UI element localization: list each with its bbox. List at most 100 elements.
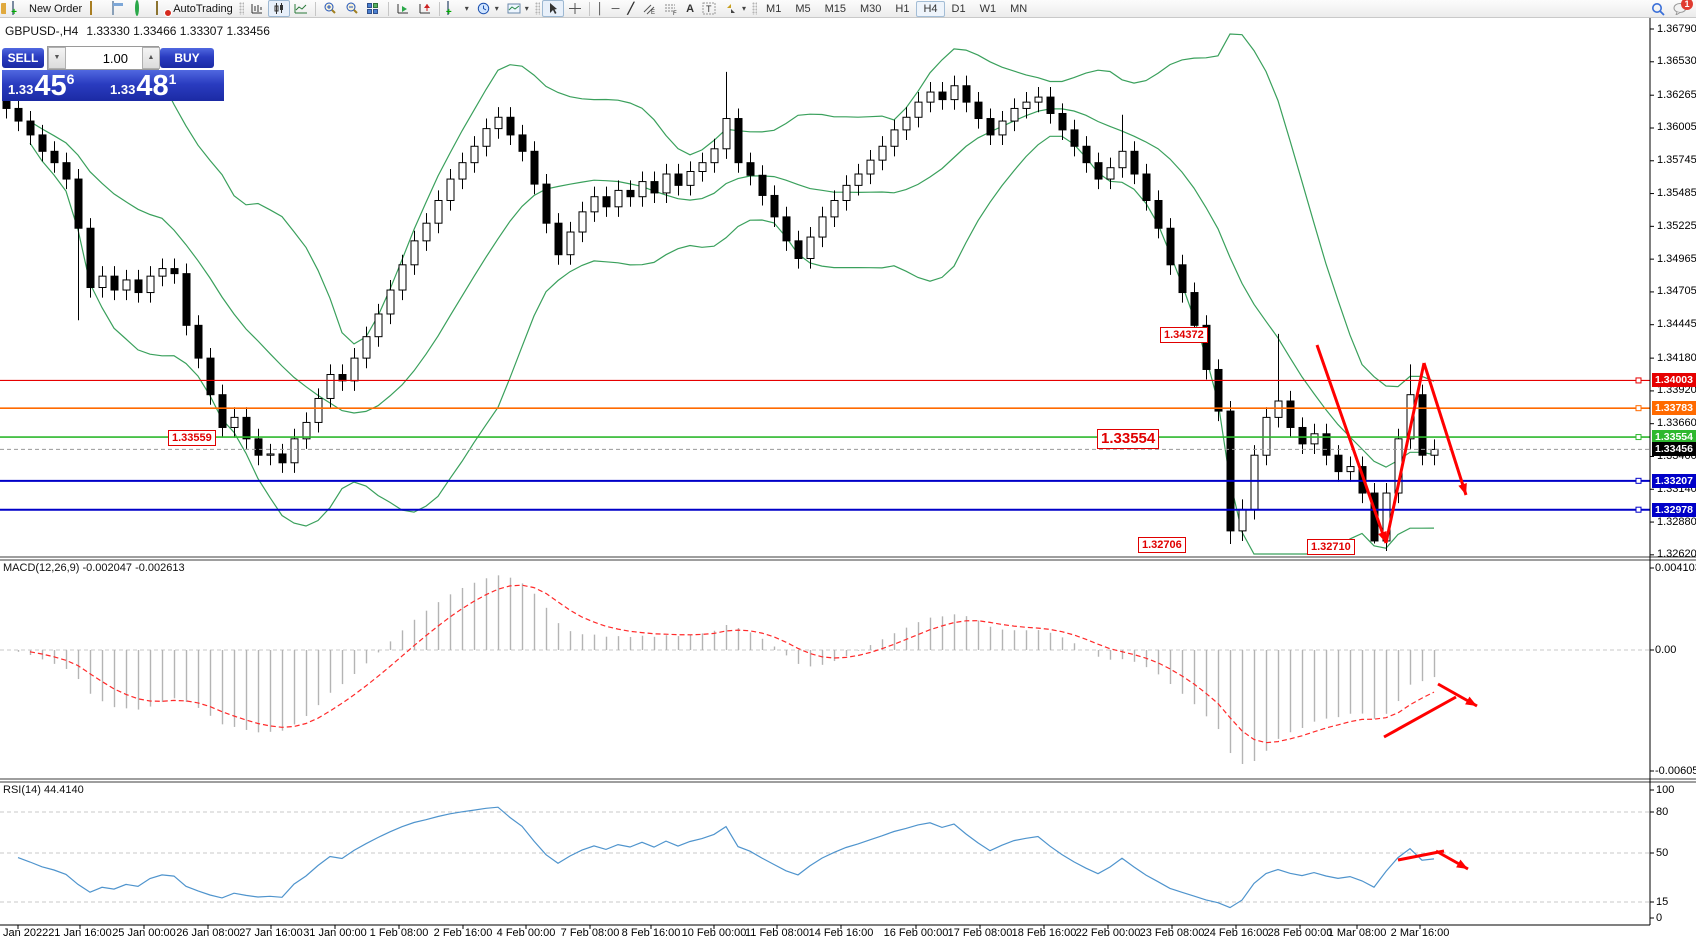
bar-chart-button[interactable] [246,0,268,17]
rsi-tick-label: 80 [1656,805,1669,818]
tile-windows-button[interactable] [363,0,385,17]
macd-label: MACD(12,26,9) -0.002047 -0.002613 [3,562,185,574]
price-tick-label: 1.35485 [1657,187,1696,200]
macd-tick-label: -0.006056 [1655,764,1696,777]
chevron-down-icon: ▾ [464,4,469,13]
buy-button[interactable]: BUY [160,48,214,68]
new-chart-dropdown[interactable]: ▾ [443,0,473,17]
timeframe-button-H1[interactable]: H1 [895,2,910,15]
strategy-tester-button[interactable] [108,0,130,17]
zoom-in-icon [323,2,337,15]
vertical-line-button[interactable]: │ [593,0,608,17]
horizontal-line-icon: ─ [611,2,620,15]
line-chart-button[interactable] [290,0,312,17]
time-axis-label: 7 Feb 08:00 [560,927,620,938]
auto-scroll-icon [396,2,410,15]
time-axis-label: 1 Mar 08:00 [1327,927,1387,938]
text-button[interactable]: A [682,0,698,17]
time-axis-label: 21 Jan 16:00 [48,927,112,938]
new-order-icon [12,1,14,15]
time-axis-label: 4 Feb 00:00 [496,927,556,938]
price-tick-label: 1.32620 [1657,548,1696,561]
zoom-out-button[interactable] [341,0,363,17]
timeframe-button-D1[interactable]: D1 [951,2,966,15]
time-axis-label: 28 Feb 00:00 [1267,927,1333,938]
timeframe-button-M30[interactable]: M30 [860,2,882,15]
notifications-button[interactable]: 1 [1669,0,1693,17]
timeframe-button-M5[interactable]: M5 [795,2,811,15]
chat-icon: 1 [1673,0,1693,17]
autotrading-button[interactable]: AutoTrading [152,0,237,17]
price-callout-label[interactable]: 1.32710 [1307,539,1355,555]
hline-price-flag[interactable]: 1.33783 [1652,401,1696,416]
cursor-icon [546,2,560,15]
one-click-trading-panel: SELL ▼ ▲ BUY 1.33 45 6 1.33 48 1 [2,44,224,101]
timeframe-button-W1[interactable]: W1 [979,2,997,15]
volume-decrease-button[interactable]: ▼ [48,47,66,69]
trendline-button[interactable]: ╱ [623,0,638,17]
timeframe-button-MN[interactable]: MN [1010,2,1028,15]
equidistant-channel-button[interactable]: E [638,0,660,17]
metaeditor-button[interactable] [86,0,108,17]
zoom-in-button[interactable] [319,0,341,17]
volume-increase-button[interactable]: ▲ [142,47,160,69]
price-callout-label[interactable]: 1.32706 [1138,537,1186,553]
new-order-button[interactable]: New Order [8,0,86,17]
toolbar: New Order AutoTrading ▾ [0,0,1696,18]
toolbar-grip[interactable] [534,2,540,15]
hline-price-flag[interactable]: 1.33554 [1652,430,1696,445]
timeframe-button-H4[interactable]: H4 [916,0,945,17]
notification-badge: 1 [1681,0,1693,10]
candlestick-chart-button[interactable] [267,0,290,17]
periods-dropdown[interactable]: ▾ [473,0,503,17]
time-axis-label: 2 Mar 16:00 [1390,927,1450,938]
clipped-icon [1,3,6,14]
strategy-tester-icon [112,1,115,15]
price-callout-label[interactable]: 1.33554 [1097,429,1160,449]
metaeditor-icon [90,1,93,15]
fibonacci-button[interactable]: F [660,0,682,17]
timeframe-button-M15[interactable]: M15 [824,2,846,15]
text-icon: A [686,2,695,15]
time-axis-label: 2 Feb 16:00 [433,927,493,938]
toolbar-grip[interactable] [752,2,758,15]
hline-price-flag[interactable]: 1.34003 [1652,373,1696,388]
templates-dropdown[interactable]: ▾ [503,0,533,17]
crosshair-button[interactable] [564,0,586,17]
cursor-button[interactable] [541,0,564,17]
price-callout-label[interactable]: 1.34372 [1160,327,1208,343]
price-tick-label: 1.35745 [1657,154,1696,167]
signals-button[interactable] [130,0,152,17]
toolbar-grip[interactable] [238,2,244,15]
chevron-down-icon: ▾ [494,4,499,13]
sell-price-display[interactable]: 1.33 45 6 [2,70,106,101]
timeframe-button-M1[interactable]: M1 [766,2,782,15]
buy-price-display[interactable]: 1.33 48 1 [104,70,224,101]
sell-button[interactable]: SELL [2,48,44,68]
hline-price-flag[interactable]: 1.32978 [1652,502,1696,517]
auto-scroll-button[interactable] [392,0,414,17]
time-axis-label: 23 Feb 08:00 [1139,927,1205,938]
hline-price-flag[interactable]: 1.33207 [1652,473,1696,488]
text-label-button[interactable]: T [698,0,720,17]
svg-text:F: F [673,11,677,15]
ohlc-values: 1.33330 1.33466 1.33307 1.33456 [86,24,270,38]
symbol-period-label: GBPUSD-,H4 [5,24,79,38]
template-icon [507,2,521,15]
search-icon [1651,2,1665,16]
volume-input[interactable] [66,47,142,69]
time-axis-label: 14 Feb 16:00 [808,927,874,938]
horizontal-line-button[interactable]: ─ [608,0,624,17]
arrows-dropdown[interactable]: ▾ [720,0,750,17]
time-axis-label: 16 Feb 00:00 [883,927,949,938]
chart-title: GBPUSD-,H4 1.33330 1.33466 1.33307 1.3345… [5,24,270,38]
price-callout-label[interactable]: 1.33559 [168,430,216,446]
time-axis-label: 31 Jan 00:00 [303,927,367,938]
rsi-label: RSI(14) 44.4140 [3,784,84,796]
time-axis-label: 11 Feb 08:00 [744,927,810,938]
chart-shift-button[interactable] [414,0,436,17]
volume-control: ▼ ▲ [47,46,160,70]
search-button[interactable] [1647,0,1669,17]
macd-tick-label: 0.00 [1655,643,1677,656]
